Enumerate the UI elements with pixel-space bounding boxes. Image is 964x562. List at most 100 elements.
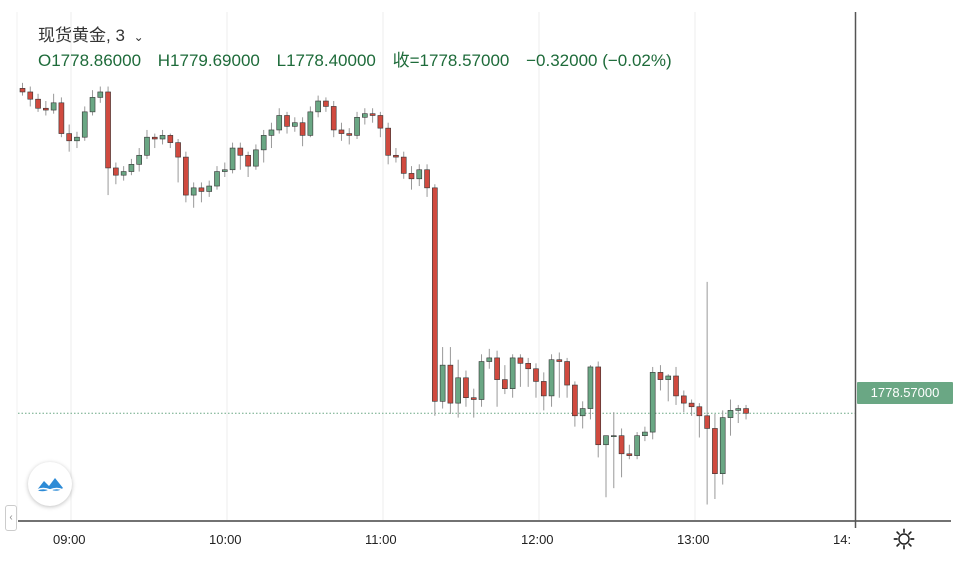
- candle: [35, 93, 41, 112]
- candle: [688, 399, 695, 416]
- chevron-left-icon[interactable]: ‹: [5, 505, 17, 531]
- candle-body: [89, 97, 96, 113]
- change-value: −0.32000 (−0.02%): [526, 51, 672, 70]
- candle: [369, 108, 376, 123]
- candle-body: [509, 357, 516, 389]
- candle-body: [307, 111, 314, 136]
- candle-body: [564, 361, 570, 386]
- wave-logo-icon[interactable]: [28, 462, 72, 506]
- candle: [299, 117, 306, 147]
- candle: [548, 354, 555, 407]
- candle-body: [712, 428, 718, 474]
- candle: [167, 133, 174, 149]
- interval-label[interactable]: 3: [115, 26, 125, 45]
- candle-body: [81, 111, 88, 138]
- candle: [159, 129, 166, 145]
- candle-body: [268, 129, 275, 136]
- candle-body: [284, 115, 290, 127]
- candle-body: [517, 357, 524, 364]
- candle-body: [424, 169, 430, 189]
- candle: [424, 164, 430, 197]
- candle: [735, 404, 742, 424]
- candle-body: [704, 415, 710, 429]
- candle-body: [743, 408, 749, 414]
- candle: [198, 182, 205, 203]
- candle: [221, 162, 228, 177]
- candle: [696, 403, 703, 438]
- candle: [478, 354, 485, 407]
- candle: [307, 106, 314, 138]
- low-value: L1778.40000: [276, 51, 376, 70]
- candle-body: [548, 359, 555, 397]
- candle: [291, 117, 298, 132]
- candle-body: [35, 98, 41, 109]
- candle: [284, 111, 290, 134]
- candle-body: [144, 136, 150, 156]
- candle-body: [362, 113, 368, 118]
- candle-body: [572, 384, 578, 417]
- candle-body: [494, 357, 500, 380]
- candle: [377, 111, 384, 138]
- candle-body: [439, 364, 446, 402]
- candle-body: [735, 408, 742, 411]
- candle: [229, 142, 236, 174]
- candle-body: [151, 136, 158, 140]
- candle-body: [642, 431, 648, 436]
- candle: [58, 97, 65, 138]
- candle-body: [97, 91, 104, 98]
- candle-body: [120, 171, 127, 176]
- candle-body: [618, 435, 625, 455]
- candle: [128, 158, 135, 176]
- candle: [151, 133, 158, 149]
- candle: [470, 388, 477, 418]
- candle: [354, 111, 360, 139]
- candle-body: [113, 167, 119, 176]
- candle: [439, 347, 446, 409]
- gear-icon[interactable]: [893, 528, 915, 550]
- candle: [253, 144, 259, 170]
- candle-body: [525, 363, 532, 370]
- candle-body: [432, 187, 438, 402]
- candle-body: [167, 135, 174, 143]
- candle: [97, 86, 104, 103]
- candle: [595, 361, 602, 458]
- candle: [587, 365, 594, 420]
- candle-body: [408, 173, 415, 180]
- candle-body: [680, 395, 687, 404]
- candle: [183, 151, 189, 203]
- candle-body: [377, 115, 384, 129]
- candle-body: [58, 102, 65, 134]
- candle: [610, 412, 617, 489]
- last-price-badge: 1778.57000: [857, 382, 953, 404]
- candle: [486, 348, 493, 369]
- candle-body: [74, 136, 80, 142]
- ohlc-legend: 现货黄金, 3 ⌄ O1778.86000 H1779.69000 L1778.…: [38, 26, 672, 70]
- candle: [74, 131, 80, 149]
- candle: [50, 93, 57, 114]
- candle: [276, 108, 283, 134]
- open-value: O1778.86000: [38, 51, 142, 70]
- candle-body: [688, 402, 695, 408]
- candle-body: [533, 368, 539, 382]
- candle-body: [634, 435, 640, 456]
- candle: [657, 365, 664, 391]
- candle-body: [385, 127, 391, 156]
- candle-body: [416, 169, 423, 180]
- candle-body: [206, 185, 213, 192]
- candle-body: [237, 147, 244, 156]
- chevron-down-icon[interactable]: ⌄: [133, 30, 144, 44]
- candle: [704, 281, 710, 505]
- candle-body: [276, 115, 283, 131]
- symbol-title[interactable]: 现货黄金: [38, 26, 106, 45]
- candle-body: [540, 381, 547, 397]
- candle-body: [463, 377, 469, 399]
- candle: [712, 413, 718, 500]
- candle-body: [291, 122, 298, 127]
- candle-body: [253, 149, 259, 167]
- candle-body: [478, 361, 485, 400]
- candle: [680, 390, 687, 413]
- chart-frame: [16, 12, 951, 528]
- candle-body: [470, 397, 477, 400]
